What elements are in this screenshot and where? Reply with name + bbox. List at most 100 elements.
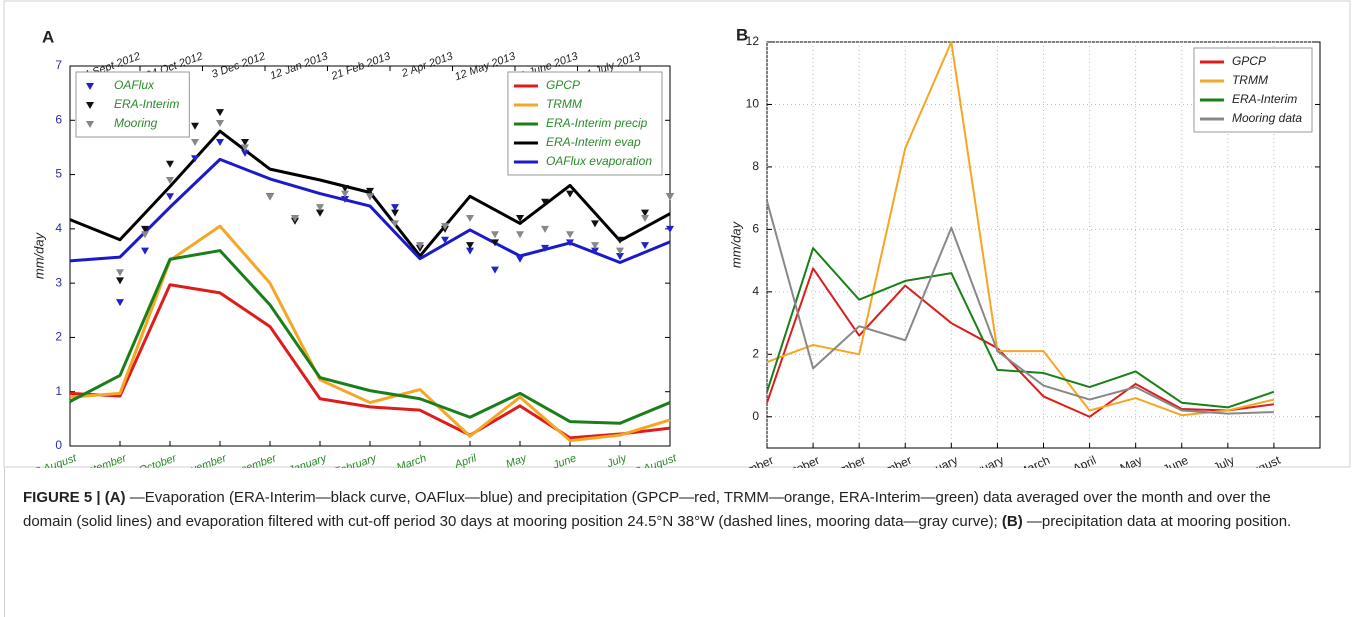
x-tick-label: April xyxy=(452,452,478,468)
scatter-point xyxy=(566,239,574,247)
scatter-point xyxy=(516,255,524,263)
y-tick-label: 5 xyxy=(55,167,62,181)
scatter-point xyxy=(166,177,174,184)
scatter-point xyxy=(466,215,474,222)
scatter-point xyxy=(491,266,499,274)
legend-swatch xyxy=(86,83,94,90)
scatter-point xyxy=(366,193,374,201)
legend-label: TRMM xyxy=(546,97,582,111)
scatter-point xyxy=(216,139,224,146)
x-tick-label: March xyxy=(395,452,428,468)
scatter-point xyxy=(166,160,174,168)
caption: FIGURE 5 | (A) —Evaporation (ERA-Interim… xyxy=(4,468,1304,617)
x-tick-label: September xyxy=(716,453,775,468)
x-tick-label: 2012 August xyxy=(15,452,79,468)
scatter-point xyxy=(316,209,324,217)
x-tick-label: June xyxy=(551,452,578,468)
legend-box xyxy=(75,71,190,138)
scatter-point xyxy=(191,122,199,130)
scatter-point xyxy=(591,247,599,255)
scatter-point xyxy=(466,242,474,250)
y-tick-label: 8 xyxy=(752,159,759,173)
scatter-point xyxy=(616,236,624,244)
scatter-point xyxy=(666,193,674,201)
scatter-point xyxy=(316,204,324,212)
scatter-point xyxy=(166,193,174,201)
scatter-point xyxy=(516,231,524,239)
scatter-point xyxy=(191,139,199,146)
legend-label: ERA-Interim evap xyxy=(546,135,641,149)
x-tick-label: June xyxy=(1161,453,1191,468)
series-line xyxy=(766,201,1274,415)
y-tick-label: 2 xyxy=(55,330,62,344)
legend-swatch xyxy=(86,102,94,109)
series-line xyxy=(69,283,671,440)
scatter-point xyxy=(366,187,374,195)
scatter-point xyxy=(591,242,599,250)
x-tick-label: October xyxy=(777,453,822,468)
scatter-point xyxy=(441,236,449,244)
y-tick-label: 1 xyxy=(55,384,62,398)
legend-label: Mooring xyxy=(114,116,158,130)
legend: OAFlux ERA-Interim Mooring xyxy=(75,71,190,138)
scatter-point xyxy=(591,220,599,228)
legend-label: TRMM xyxy=(1232,73,1268,87)
y-tick-label: 2 xyxy=(752,346,759,360)
y-tick-label: 3 xyxy=(55,275,62,289)
scatter-point xyxy=(266,193,274,201)
caption-part-a: (A) xyxy=(104,489,126,506)
scatter-point xyxy=(641,209,649,217)
chart: Bmm/day024681012SeptemberOctoberNovember… xyxy=(716,25,1321,468)
scatter-point xyxy=(341,185,349,193)
y-tick-label: 10 xyxy=(746,97,760,111)
scatter-point xyxy=(391,220,399,228)
scatter-point xyxy=(666,225,674,233)
scatter-point xyxy=(491,231,499,239)
x-tick-label: December xyxy=(226,452,279,468)
y-tick-label: 12 xyxy=(746,34,760,48)
figure-frame xyxy=(3,0,1351,468)
legend-swatch xyxy=(86,121,94,128)
panel-title: B xyxy=(736,25,748,44)
scatter-point xyxy=(141,231,149,239)
scatter-point xyxy=(216,109,224,117)
x-tick-label: October xyxy=(137,452,179,468)
panel-title: A xyxy=(42,27,54,46)
scatter-point xyxy=(116,269,124,277)
scatter-point xyxy=(466,247,474,255)
x-tick-label: May xyxy=(504,452,529,468)
scatter-point xyxy=(566,231,574,239)
legend-label: GPCP xyxy=(1232,54,1266,68)
scatter-point xyxy=(341,196,349,203)
series-line xyxy=(69,249,671,425)
x-tick-label: July xyxy=(605,452,630,468)
scatter-point xyxy=(116,299,124,307)
scatter-point xyxy=(291,215,299,222)
scatter-point xyxy=(641,242,649,250)
scatter-point xyxy=(241,139,249,146)
legend-label: OAFlux xyxy=(114,78,155,92)
scatter-point xyxy=(241,144,249,152)
scatter-point xyxy=(441,223,449,231)
series-line xyxy=(766,247,1275,409)
scatter-point xyxy=(391,209,399,217)
y-axis-label: mm/day xyxy=(31,231,46,279)
legend: GPCP TRMM ERA-Interim Mooring data xyxy=(1193,47,1313,133)
y-tick-label: 7 xyxy=(55,58,62,72)
scatter-point xyxy=(541,244,549,252)
scatter-point xyxy=(141,225,149,233)
legend-label: ERA-Interim precip xyxy=(546,116,648,130)
x-tick-label: March xyxy=(1016,453,1052,468)
caption-text-b: —precipitation data at mooring position. xyxy=(1026,513,1292,530)
scatter-point xyxy=(516,215,524,222)
y-tick-label: 0 xyxy=(55,438,62,452)
scatter-point xyxy=(216,120,224,127)
scatter-point xyxy=(341,190,349,198)
scatter-point xyxy=(116,277,124,285)
legend-label: ERA-Interim xyxy=(114,97,179,111)
scatter-point xyxy=(541,225,549,233)
y-tick-label: 0 xyxy=(752,409,759,423)
x-tick-label: November xyxy=(176,452,229,468)
legend-label: Mooring data xyxy=(1232,111,1302,125)
